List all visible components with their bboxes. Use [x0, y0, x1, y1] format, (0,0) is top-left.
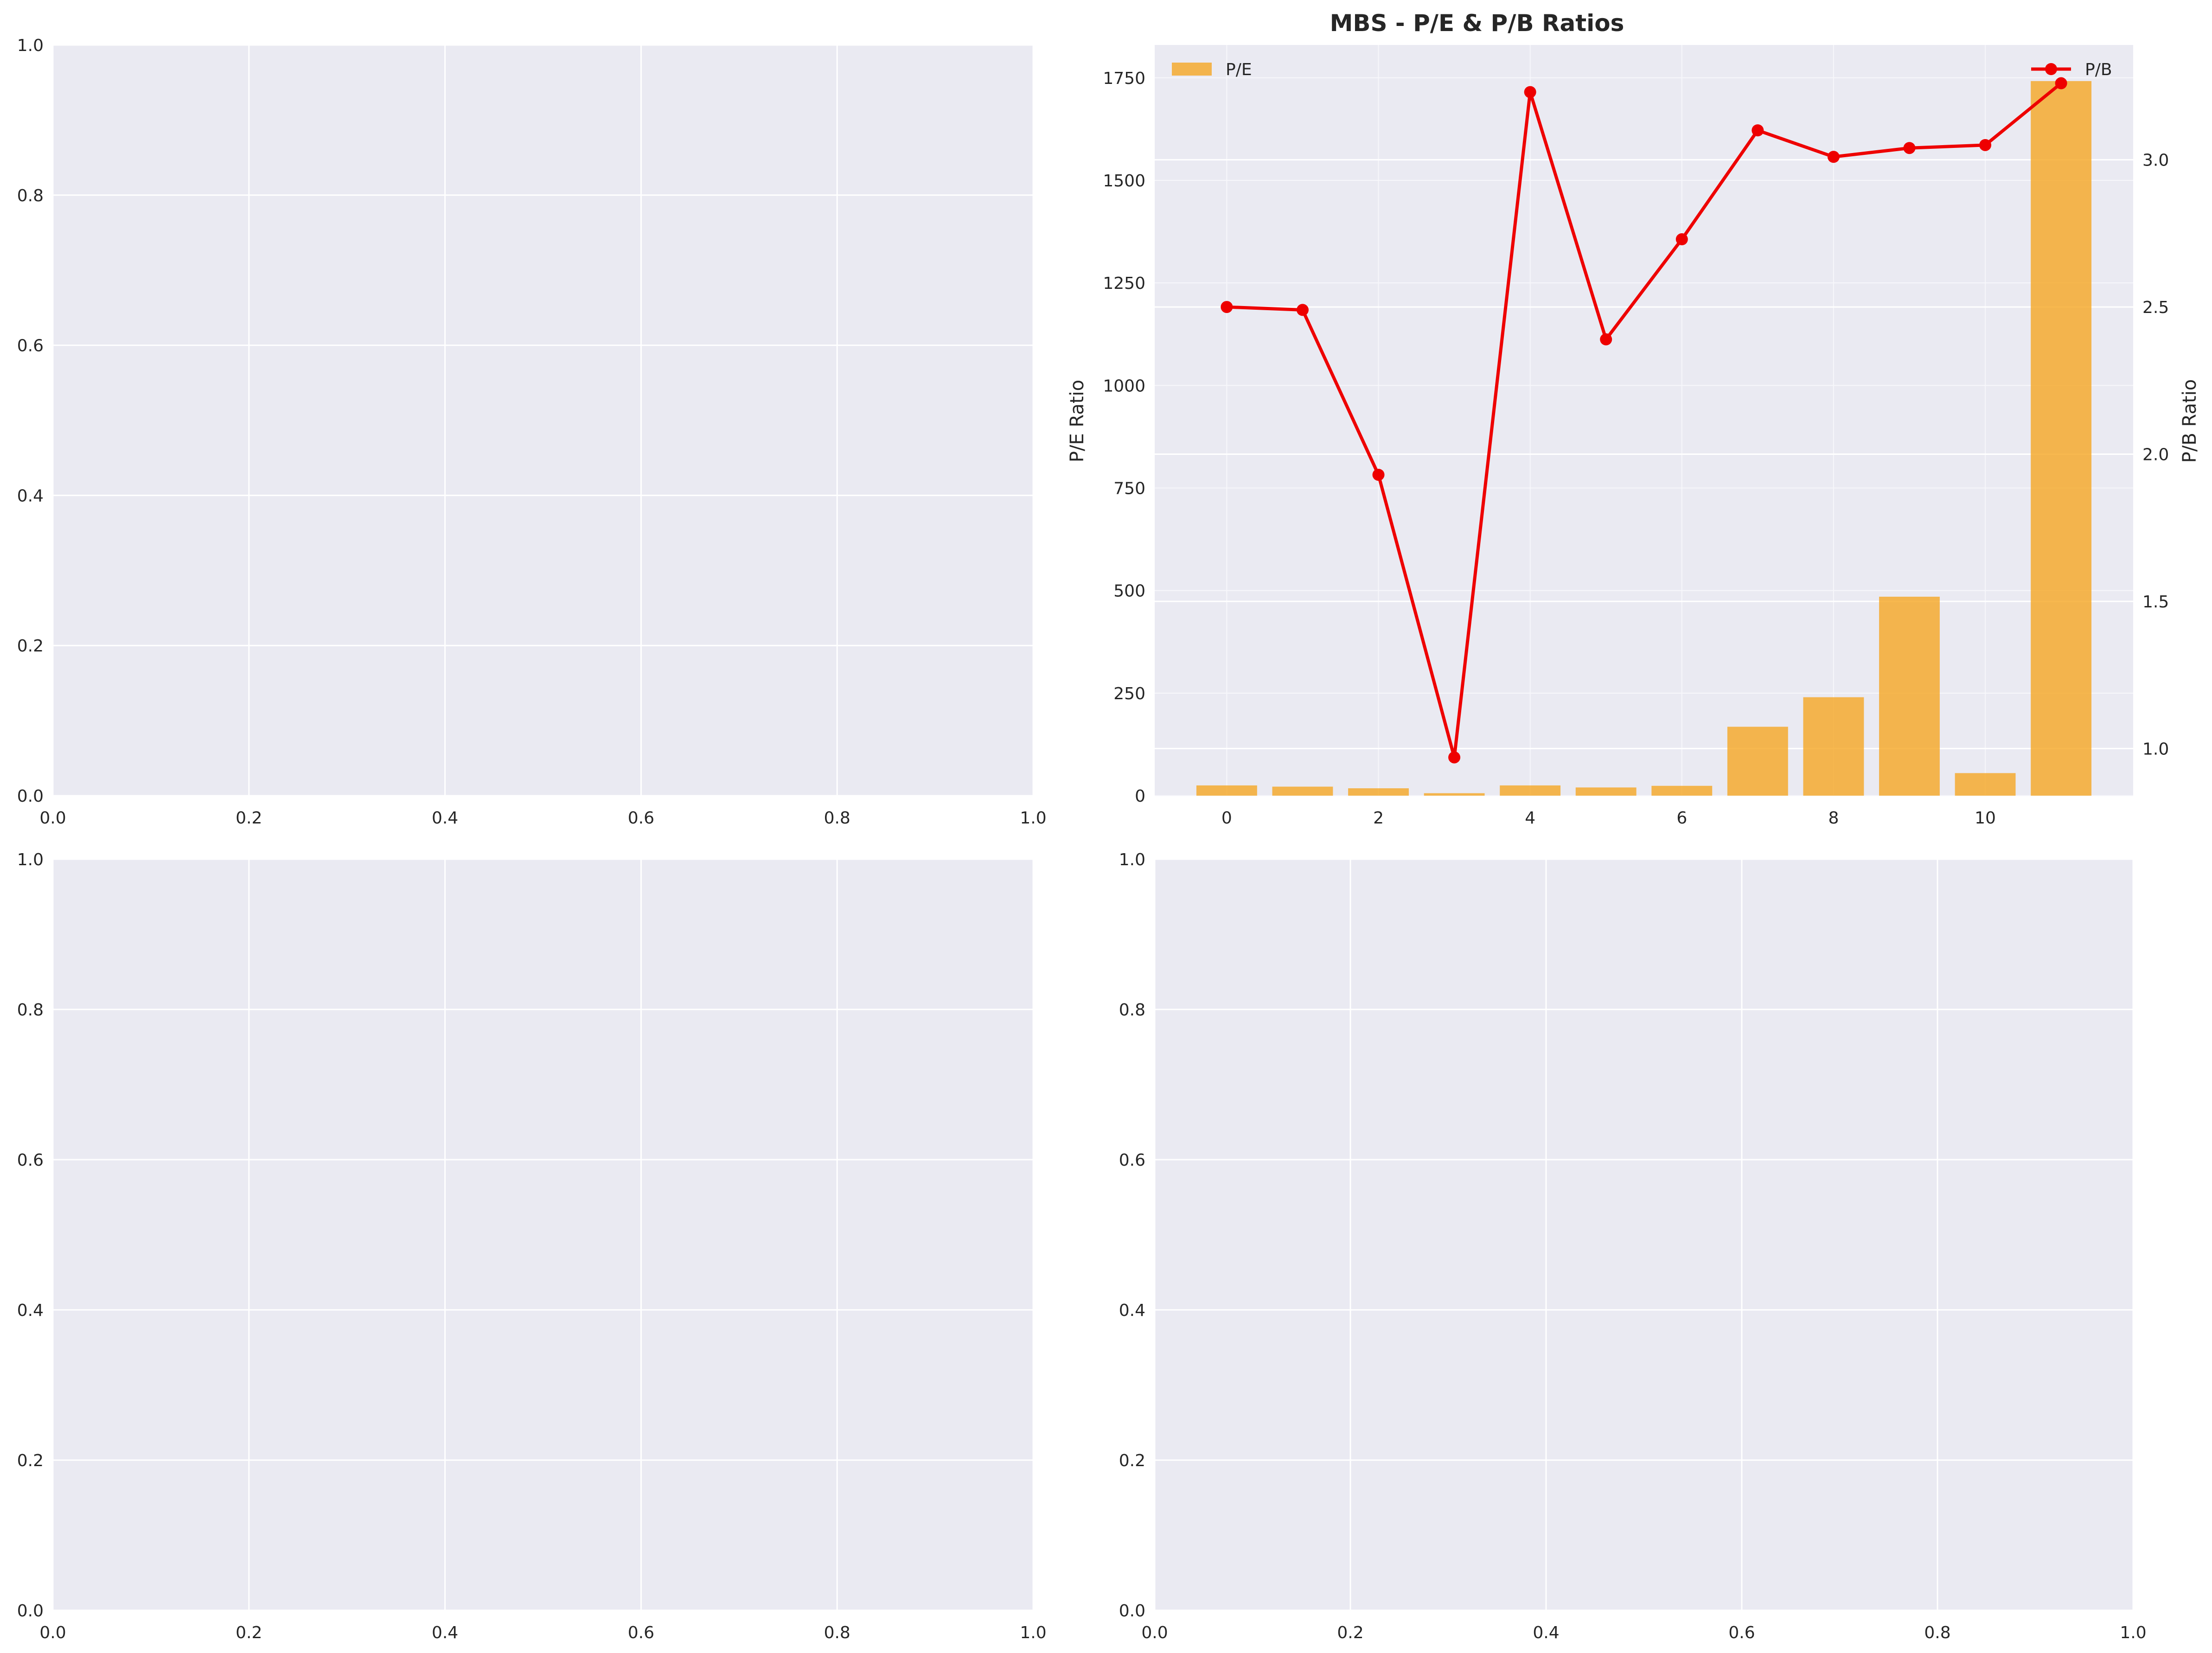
x-tick-label: 0.0	[39, 809, 66, 828]
y-tick-label-right: 2.5	[2142, 298, 2169, 317]
y-tick-label-left: 1250	[1103, 274, 1145, 293]
x-tick-label: 6	[1676, 809, 1687, 828]
x-tick-label: 0.6	[1728, 1623, 1755, 1642]
y-tick-label: 0.8	[1119, 1001, 1145, 1020]
x-tick-label: 0.0	[39, 1623, 66, 1642]
y-tick-label: 0.6	[17, 1151, 44, 1170]
x-tick-label: 0.8	[824, 809, 850, 828]
y-tick-label: 0.4	[17, 486, 44, 505]
y-axis-label-right: P/B Ratio	[2179, 379, 2200, 463]
chart-title: MBS - P/E & P/B Ratios	[1330, 10, 1624, 37]
y-tick-label-left: 1000	[1103, 377, 1145, 396]
bar-pe	[1348, 788, 1409, 796]
y-tick-label-right: 1.0	[2142, 740, 2169, 759]
y-tick-label-left: 1750	[1103, 69, 1145, 88]
bar-pe	[1879, 596, 1940, 796]
panel-top-left: 0.0 0.0 0.2 0.2 0.4 0.4 0.6 0.6 0.8 0.8 1.0 1.0	[17, 36, 1047, 828]
y-tick-label-right: 3.0	[2142, 151, 2169, 170]
point-pb	[1827, 151, 1840, 163]
bar-pe	[1955, 773, 2016, 796]
plot-area	[1155, 45, 2133, 796]
plot-layer: 0 2 4 6 8 10 0 250 500 750 1000 1250 1500 1750 1.0 1.5 2…	[1103, 45, 2169, 828]
legend-pb: P/B	[2031, 60, 2112, 79]
point-pb	[1221, 301, 1233, 313]
x-tick-label: 4	[1525, 809, 1535, 828]
x-tick-label: 8	[1828, 809, 1839, 828]
point-pb	[1372, 468, 1385, 481]
y-tick-label: 0.0	[17, 787, 44, 806]
y-tick-label-right: 1.5	[2142, 593, 2169, 612]
bar-pe	[2031, 81, 2092, 796]
x-tick-label: 0.2	[236, 809, 262, 828]
legend-pe-swatch	[1172, 63, 1212, 76]
point-pb	[2055, 77, 2067, 89]
y-axis-label-left: P/E Ratio	[1067, 380, 1088, 462]
panel-bottom-left: 0.0 0.0 0.2 0.2 0.4 0.4 0.6 0.6 0.8 0.8 1.0 1.0	[17, 850, 1047, 1642]
y-tick-label: 0.4	[1119, 1301, 1145, 1320]
y-tick-label: 1.0	[17, 850, 44, 869]
bar-pe	[1424, 793, 1485, 796]
point-pb	[1903, 142, 1916, 154]
x-tick-label: 1.0	[1020, 1623, 1046, 1642]
point-pb	[1600, 333, 1612, 345]
x-tick-label: 0.6	[628, 1623, 654, 1642]
y-tick-label: 1.0	[1119, 850, 1145, 869]
y-tick-label-left: 500	[1113, 582, 1145, 601]
y-tick-label: 0.6	[1119, 1151, 1145, 1170]
point-pb	[1448, 751, 1461, 764]
y-tick-label-right: 2.0	[2142, 446, 2169, 465]
plot-area	[53, 859, 1033, 1610]
y-tick-label: 0.4	[17, 1301, 44, 1320]
point-pb	[1752, 124, 1764, 137]
x-tick-label: 1.0	[2120, 1623, 2146, 1642]
y-tick-label: 0.2	[17, 1451, 44, 1470]
y-tick-label: 0.0	[17, 1602, 44, 1621]
x-tick-label: 0.8	[1924, 1623, 1950, 1642]
y-tick-label-left: 0	[1135, 787, 1145, 806]
x-tick-label: 0.2	[236, 1623, 262, 1642]
point-pb	[1675, 233, 1688, 246]
y-tick-label: 0.2	[17, 637, 44, 656]
bar-pe	[1803, 697, 1864, 796]
y-tick-label-left: 1500	[1103, 172, 1145, 191]
point-pb	[1524, 86, 1536, 98]
legend-pb-label: P/B	[2085, 60, 2112, 79]
plot-area	[1155, 859, 2133, 1610]
bar-pe	[1651, 785, 1713, 796]
bar-pe	[1272, 786, 1333, 796]
x-tick-label: 2	[1373, 809, 1384, 828]
y-tick-label: 0.8	[17, 186, 44, 205]
y-tick-label-left: 250	[1113, 684, 1145, 703]
y-tick-label: 0.6	[17, 337, 44, 356]
panel-top-right: 0 2 4 6 8 10 0 250 500 750 1000 1250 1500 1750 1.0 1.5 2…	[1067, 10, 2200, 828]
x-tick-label: 0.2	[1337, 1623, 1363, 1642]
x-tick-label: 0	[1221, 809, 1232, 828]
legend-pb-marker	[2045, 63, 2057, 75]
x-tick-label: 0.4	[432, 1623, 458, 1642]
plot-area	[53, 45, 1033, 796]
legend-pe: P/E	[1172, 60, 1252, 79]
legend-pe-label: P/E	[1226, 60, 1252, 79]
bar-pe	[1575, 787, 1637, 796]
x-tick-label: 0.4	[432, 809, 458, 828]
panel-bottom-right: 0.0 0.0 0.2 0.2 0.4 0.4 0.6 0.6 0.8 0.8 1.0 1.0	[1119, 850, 2147, 1642]
x-tick-label: 0.0	[1141, 1623, 1168, 1642]
x-tick-label: 10	[1975, 809, 1996, 828]
y-tick-label: 0.8	[17, 1001, 44, 1020]
y-tick-label-left: 750	[1113, 479, 1145, 498]
y-tick-label: 0.0	[1119, 1602, 1145, 1621]
bar-pe	[1727, 727, 1788, 796]
bar-pe	[1196, 785, 1257, 796]
x-tick-label: 1.0	[1020, 809, 1046, 828]
x-tick-label: 0.6	[628, 809, 654, 828]
point-pb	[1296, 304, 1309, 316]
x-tick-label: 0.8	[824, 1623, 850, 1642]
bar-pe	[1500, 785, 1561, 796]
y-tick-label: 1.0	[17, 36, 44, 55]
point-pb	[1979, 139, 1992, 151]
x-tick-label: 0.4	[1533, 1623, 1559, 1642]
y-tick-label: 0.2	[1119, 1451, 1145, 1470]
line-pb	[1227, 82, 2062, 759]
